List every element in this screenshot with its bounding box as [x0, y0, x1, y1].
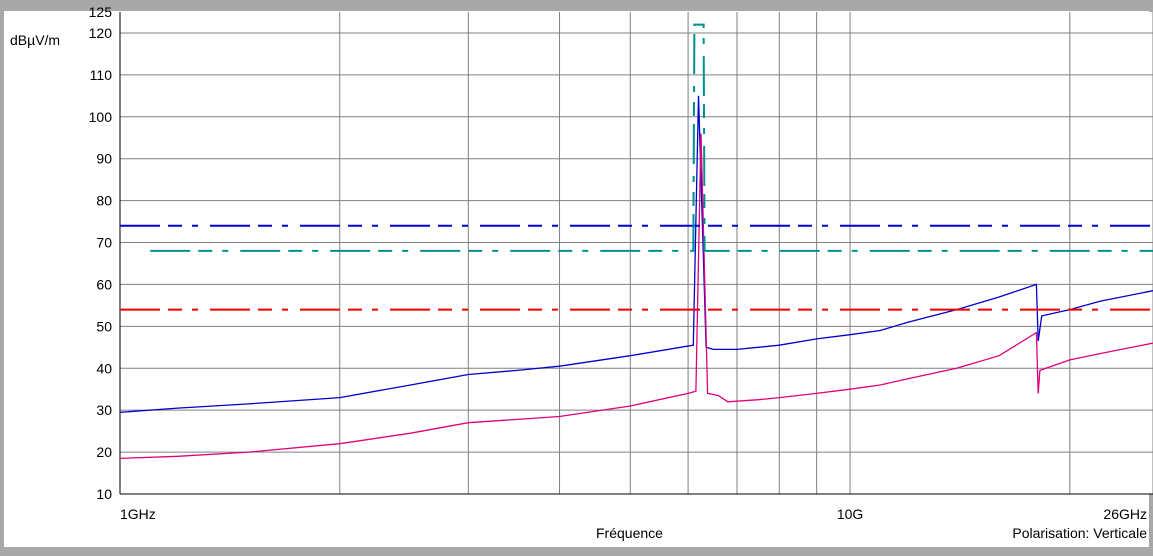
bottom-border	[0, 547, 1153, 556]
y-tick-label: 40	[96, 360, 112, 376]
left-border	[0, 0, 4, 556]
y-tick-label: 80	[96, 193, 112, 209]
plot-area	[120, 12, 1153, 494]
y-tick-label: 70	[96, 235, 112, 251]
y-tick-label: 120	[89, 25, 113, 41]
x-axis-label: Fréquence	[596, 525, 663, 541]
y-axis-label: dBµV/m	[10, 32, 60, 48]
series-layer	[119, 23, 1153, 460]
top-border	[0, 0, 1153, 11]
series-peak	[119, 95, 1153, 413]
x-tick-label: 1GHz	[120, 506, 156, 522]
tick-labels: 10 20 30 40 50 60 70 80 90 100 110 120 125 1GHz 10G 26G…	[89, 4, 1147, 522]
y-tick-label: 60	[96, 276, 112, 292]
y-tick-label: 110	[90, 67, 113, 83]
series-average	[119, 133, 1153, 460]
y-tick-label: 10	[96, 486, 112, 502]
y-tick-label: 125	[89, 4, 113, 20]
y-tick-label: 30	[96, 402, 112, 418]
x-tick-label: 26GHz	[1103, 506, 1147, 522]
y-tick-label: 90	[96, 151, 112, 167]
polarisation-note: Polarisation: Verticale	[1012, 525, 1147, 541]
grid	[119, 12, 1153, 495]
series-limit-band	[150, 23, 1153, 252]
y-tick-label: 50	[96, 318, 112, 334]
y-tick-label: 100	[89, 109, 113, 125]
x-tick-label: 10G	[837, 506, 863, 522]
y-tick-label: 20	[96, 444, 112, 460]
